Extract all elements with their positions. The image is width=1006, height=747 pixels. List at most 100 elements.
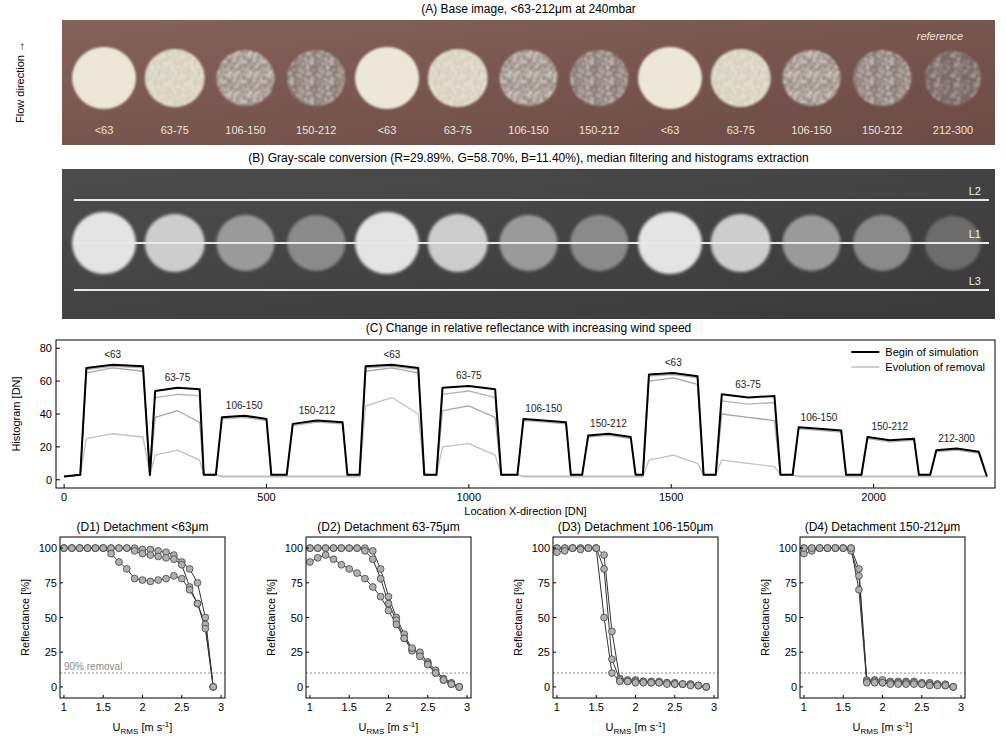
series-line [804,548,953,687]
series-line [804,548,953,687]
spot-annotation: <63 [104,349,121,360]
x-axis-title: URMS [m s-1] [853,720,913,736]
dust-spot [355,47,419,109]
data-point [871,679,878,686]
x-tick-label: 0 [61,491,67,503]
x-tick-label: 3 [218,701,224,713]
data-point [648,679,655,686]
data-point [561,547,568,554]
y-axis-title: Reflectance [%] [512,579,524,656]
data-point [577,546,584,553]
data-point [432,670,439,677]
chart-title: (D1) Detachment <63μm [77,520,209,534]
panel-d: (D4) Detachment 150-212μm11.522.53025507… [759,520,965,736]
data-point [656,679,663,686]
data-point [656,679,663,686]
data-point [593,545,600,552]
data-point [801,545,808,552]
x-tick [873,484,874,488]
data-point [385,607,392,614]
spot-annotation: <63 [665,357,682,368]
data-point [354,570,361,577]
data-point [369,556,376,563]
data-point [840,545,847,552]
legend-swatch [851,351,879,353]
x-tick-label: 2.5 [914,701,929,713]
plot-frame [60,537,225,698]
profile-line-label: L3 [969,275,981,287]
data-point [456,683,463,690]
x-tick-label: 1000 [457,491,481,503]
data-point [314,545,321,552]
x-tick [388,695,389,698]
legend-label: Evolution of removal [885,361,985,373]
series-line [557,548,706,687]
data-point [401,635,408,642]
y-tick-label: 75 [291,577,303,589]
data-point [84,545,91,552]
spot-annotation: 63-75 [735,379,761,390]
spot-annotation: 150-212 [299,405,336,416]
dust-spot [711,49,771,107]
x-axis-title-part: [m s [138,721,162,733]
spot-label: 106-150 [508,124,548,136]
threshold-line [306,673,471,674]
data-point [832,545,839,552]
x-tick [596,695,597,698]
plot-data [60,545,225,691]
panel-c: (C) Change in relative reflectance with … [10,321,995,517]
data-point [155,553,162,560]
data-point [671,681,678,688]
y-tick-label: 100 [285,542,303,554]
data-point [322,545,329,552]
profile-line [74,242,989,244]
x-tick-label: 2.5 [420,701,435,713]
x-tick [882,695,883,698]
data-point [632,679,639,686]
data-point [808,545,815,552]
x-axis-title-part: [m s [878,721,902,733]
data-point [186,566,193,573]
data-point [616,678,623,685]
data-point [210,683,217,690]
data-point [848,545,855,552]
data-point [163,554,170,561]
y-tick [56,348,60,349]
y-tick-label: 40 [40,408,52,420]
legend: Begin of simulationEvolution of removal [851,346,985,373]
x-tick [961,695,962,698]
data-point [76,545,83,552]
data-point [640,679,647,686]
y-tick-label: 100 [39,542,57,554]
data-point [942,682,949,689]
data-point [178,575,185,582]
data-point [840,545,847,552]
panel-d: (D2) Detachment 63-75μm11.522.5302550751… [265,520,471,736]
data-point [879,679,886,686]
data-point [554,549,561,556]
dust-spot [500,50,558,106]
data-point [346,545,353,552]
data-point [911,681,918,688]
data-point [601,552,608,559]
data-point [131,575,138,582]
data-point [417,653,424,660]
y-tick [800,548,803,549]
series-line [557,548,706,687]
threshold-label: 90% removal [64,661,122,672]
data-point [171,572,178,579]
data-point [895,681,902,688]
data-point [703,683,710,690]
y-axis-title: Histogram [DN] [10,376,22,451]
data-point [369,547,376,554]
y-axis-title: Reflectance [%] [759,579,771,656]
chart-title: (D4) Detachment 150-212μm [805,520,961,534]
series-line [64,365,987,477]
plot-frame [306,537,471,698]
data-point [695,682,702,689]
data-point [385,593,392,600]
y-tick-label: 25 [785,646,797,658]
y-tick [306,617,309,618]
x-axis-title-part: U [606,721,614,733]
data-point [808,545,815,552]
